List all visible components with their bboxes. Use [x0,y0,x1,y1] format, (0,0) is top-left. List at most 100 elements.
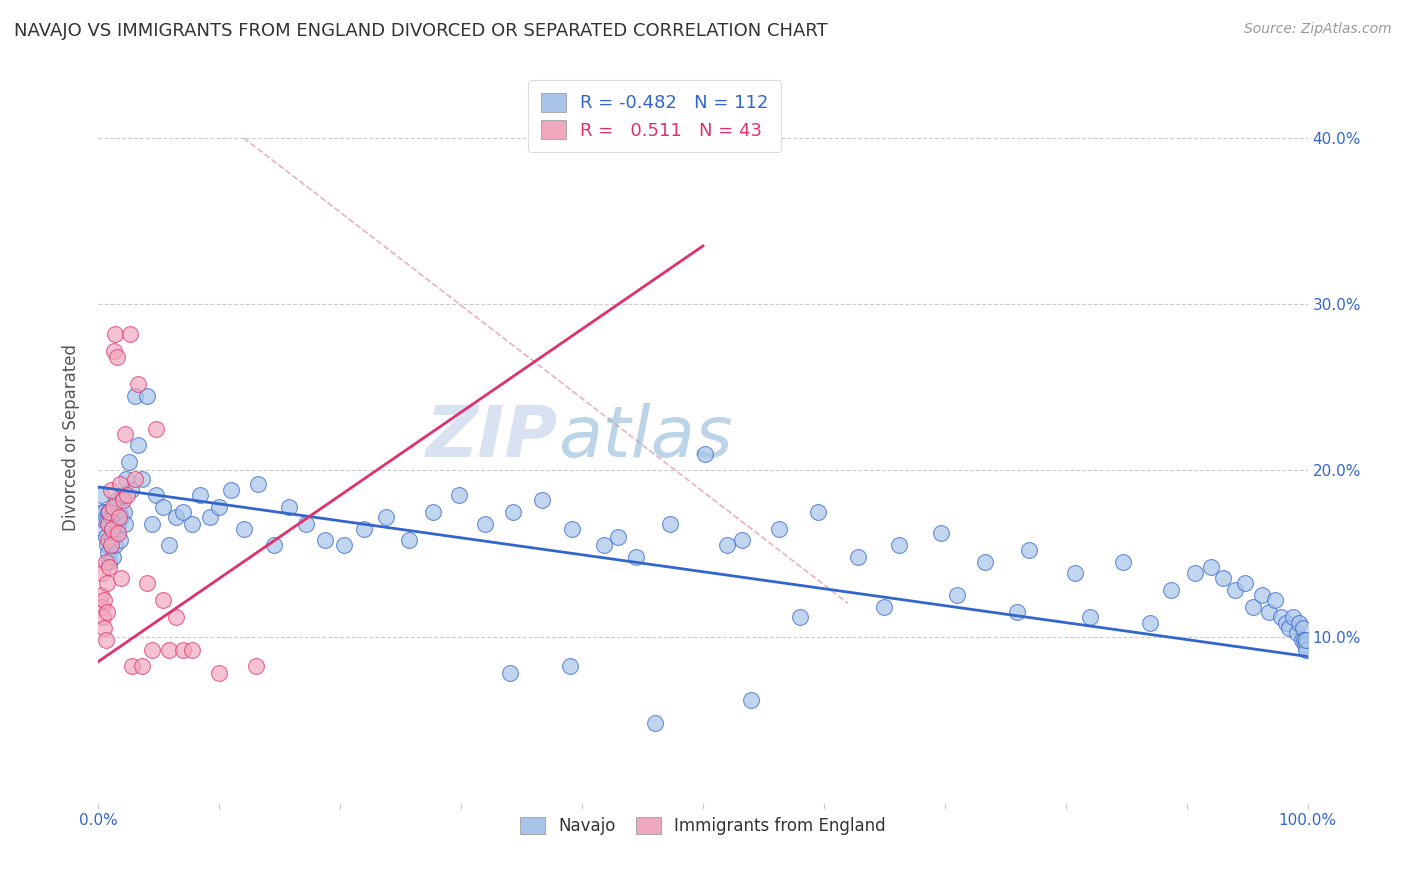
Point [157,538,180,552]
Point [607,530,630,544]
Point [117,488,139,502]
Point [180,516,202,531]
Point [740,692,762,706]
Point [1295,643,1317,657]
Point [141,516,163,531]
Point [1292,632,1315,647]
Point [558,659,581,673]
Point [135,388,157,402]
Point [131,472,153,486]
Point [98,516,121,531]
Point [1199,559,1222,574]
Point [93,513,115,527]
Point [247,476,270,491]
Point [398,533,420,548]
Point [1250,588,1272,602]
Y-axis label: Divorced or Separated: Divorced or Separated [62,343,80,531]
Point [768,521,790,535]
Point [91,599,114,614]
Point [1294,638,1316,652]
Point [115,472,138,486]
Point [127,438,149,452]
Point [198,509,221,524]
Point [353,521,375,535]
Point [91,505,114,519]
Point [107,526,129,541]
Point [1111,555,1133,569]
Point [98,559,121,574]
Point [118,326,141,341]
Point [145,422,167,436]
Point [91,566,114,581]
Point [1223,582,1246,597]
Point [103,343,125,358]
Point [96,538,118,552]
Point [208,666,231,681]
Point [90,488,112,502]
Point [96,513,118,527]
Point [93,505,115,519]
Point [1295,632,1317,647]
Point [121,659,143,673]
Point [644,716,666,731]
Point [108,476,131,491]
Point [188,488,211,502]
Point [105,521,128,535]
Point [333,538,356,552]
Text: Source: ZipAtlas.com: Source: ZipAtlas.com [1244,22,1392,37]
Point [124,472,146,486]
Point [93,621,115,635]
Point [100,533,122,548]
Point [110,509,132,524]
Point [127,376,149,391]
Point [110,571,132,585]
Point [152,500,174,514]
Point [114,426,136,441]
Point [474,516,496,531]
Point [104,538,127,552]
Point [114,516,136,531]
Point [873,599,896,614]
Point [97,546,120,560]
Point [111,493,134,508]
Point [1291,632,1313,647]
Point [561,521,583,535]
Point [221,483,243,498]
Point [1139,616,1161,631]
Point [100,483,122,498]
Point [789,609,811,624]
Point [946,588,969,602]
Point [592,538,614,552]
Point [101,549,124,564]
Point [659,516,682,531]
Point [93,593,115,607]
Point [101,505,124,519]
Point [135,576,157,591]
Point [165,609,187,624]
Point [131,659,153,673]
Point [731,533,754,548]
Point [94,530,117,544]
Point [1184,566,1206,581]
Point [91,609,114,624]
Point [96,605,118,619]
Point [90,588,112,602]
Point [107,516,129,531]
Point [1212,571,1234,585]
Point [141,643,163,657]
Point [232,521,254,535]
Point [100,509,122,524]
Point [447,488,470,502]
Point [295,516,318,531]
Point [101,500,124,514]
Point [1292,621,1315,635]
Point [973,555,995,569]
Point [502,505,524,519]
Point [112,505,135,519]
Point [103,526,125,541]
Point [531,493,554,508]
Point [103,500,125,514]
Point [314,533,336,548]
Point [105,351,128,365]
Point [1160,582,1182,597]
